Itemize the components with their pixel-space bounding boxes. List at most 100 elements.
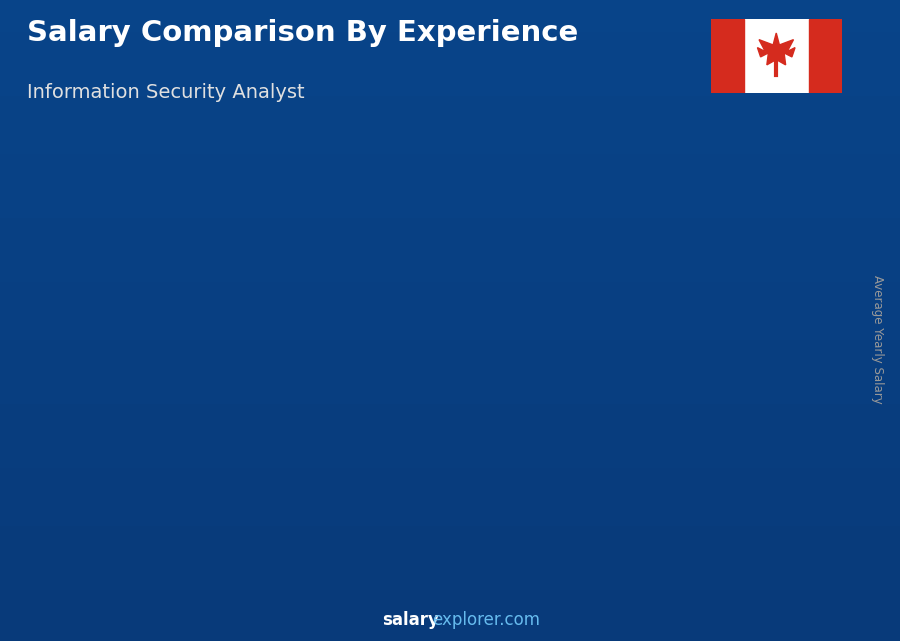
Bar [537,553,540,556]
Bar [727,453,806,457]
Bar [268,471,271,474]
Bar [727,330,806,335]
Bar [402,463,405,466]
Bar [134,561,137,563]
Bar [57,480,134,482]
Bar [593,345,671,350]
Bar [57,459,134,461]
Bar [806,492,808,496]
Bar [727,320,806,325]
Bar [727,403,806,408]
Bar [806,399,808,403]
Bar [134,540,137,542]
Bar [191,474,268,476]
Bar [537,523,540,528]
Bar [325,353,402,357]
Bar [134,519,137,520]
Bar [268,514,271,517]
Bar [325,367,402,371]
Bar [593,387,671,391]
Bar [57,552,134,554]
Bar [325,410,402,413]
Bar [537,515,540,519]
Bar [593,382,671,387]
Bar [325,505,402,508]
Bar [537,386,540,390]
Bar [268,442,271,444]
Bar [402,519,405,522]
Bar [134,550,137,552]
Bar [593,295,671,299]
Bar [191,487,268,490]
Bar [325,399,402,403]
Bar [671,551,674,556]
Bar [727,345,806,349]
Text: Salary Comparison By Experience: Salary Comparison By Experience [27,19,578,47]
Bar [537,474,540,478]
Bar [459,365,537,369]
Bar [806,291,808,296]
Bar [268,412,271,415]
Bar [537,394,540,399]
Bar [671,437,674,441]
Bar [806,477,808,481]
Bar [593,313,671,318]
Bar [459,457,537,461]
Bar [593,391,671,395]
Bar [671,345,674,350]
Bar [671,359,674,363]
Bar [402,501,405,505]
Bar [459,461,537,465]
Bar [727,487,806,492]
Bar [402,551,405,554]
Bar [402,413,405,417]
Bar [727,306,806,310]
Bar [134,516,137,519]
Bar [806,501,808,506]
Bar [806,335,808,340]
Bar [268,458,271,460]
Bar [537,320,540,324]
Bar [727,325,806,330]
Bar [459,419,537,424]
Bar [671,560,674,565]
Bar [806,369,808,374]
Bar [57,482,134,485]
Bar [191,426,268,428]
Bar [537,369,540,374]
Bar [402,473,405,477]
Bar [727,335,806,340]
Bar [402,360,405,364]
Bar [134,506,137,508]
Bar [57,561,134,563]
Bar [402,442,405,445]
Bar [593,501,671,505]
Bar [727,408,806,413]
Bar [671,515,674,519]
Bar [593,528,671,533]
Bar [593,519,671,524]
Bar [191,524,268,528]
Bar [325,522,402,526]
Bar [727,501,806,506]
Bar [191,517,268,519]
Bar [57,554,134,556]
Bar [671,299,674,304]
Bar [325,381,402,385]
Bar [537,378,540,382]
Bar [537,357,540,361]
Text: +18%: +18% [400,258,463,277]
Bar [402,410,405,413]
Bar [402,470,405,473]
Bar [459,444,537,449]
Bar [727,535,806,540]
Bar [727,364,806,369]
Bar [57,476,134,478]
Text: 134,000 CAD: 134,000 CAD [311,335,403,349]
Bar [537,490,540,494]
Bar [727,369,806,374]
Bar [325,403,402,406]
Bar [671,542,674,547]
Bar [593,359,671,363]
Bar [806,340,808,345]
